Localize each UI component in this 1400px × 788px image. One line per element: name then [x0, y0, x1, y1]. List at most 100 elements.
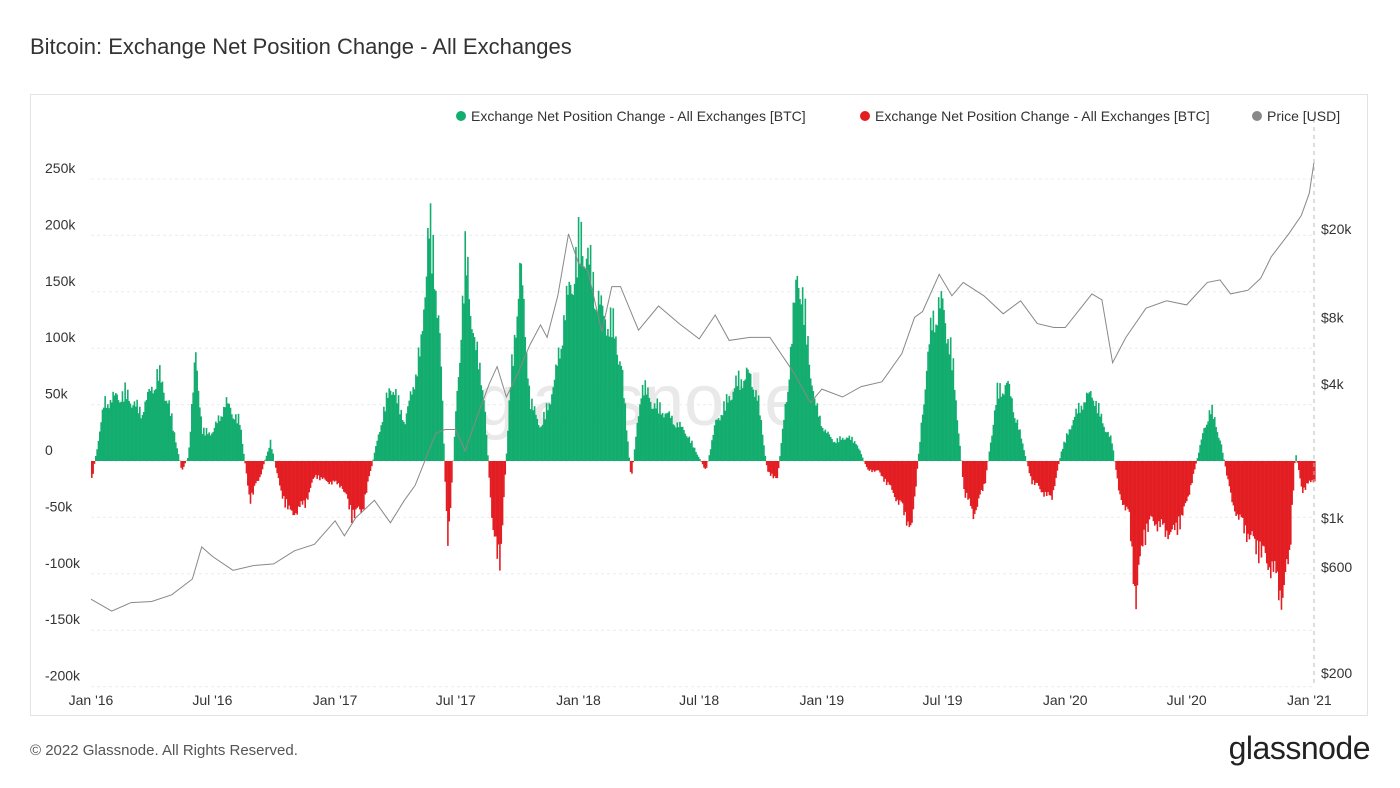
net-change-bar	[113, 395, 116, 461]
net-change-bar	[1125, 461, 1128, 507]
net-change-bar	[496, 461, 499, 559]
net-change-bar	[991, 435, 993, 461]
net-change-bar	[100, 422, 102, 461]
net-change-bar	[505, 453, 508, 461]
net-change-bar	[1129, 461, 1132, 542]
net-change-bar	[1123, 461, 1125, 505]
net-change-bar	[275, 461, 277, 468]
net-change-bar	[1152, 461, 1155, 522]
net-change-bar	[671, 415, 673, 461]
net-change-bar	[1169, 461, 1172, 533]
net-change-bar	[381, 421, 384, 461]
net-change-bar	[811, 385, 813, 461]
net-change-bar	[307, 461, 309, 500]
net-change-bar	[643, 395, 645, 461]
net-change-bar	[616, 354, 619, 461]
net-change-bar	[1289, 461, 1292, 545]
net-change-bar	[847, 437, 849, 461]
net-change-bar	[837, 442, 840, 461]
net-change-bar	[1215, 426, 1217, 461]
net-change-bar	[544, 419, 547, 461]
net-change-bar	[324, 461, 326, 480]
net-change-bar	[352, 461, 355, 510]
net-change-bar	[263, 461, 265, 465]
net-change-bar	[1295, 455, 1297, 461]
net-change-bar	[735, 375, 737, 461]
net-change-bar	[339, 461, 341, 488]
net-change-bar	[227, 403, 229, 461]
net-change-bar	[1072, 420, 1075, 461]
net-change-bar	[340, 461, 343, 486]
net-change-bar	[680, 426, 683, 461]
net-change-bar	[384, 411, 387, 461]
net-change-bar	[356, 461, 359, 508]
net-change-bar	[269, 439, 272, 461]
net-change-bar	[311, 461, 313, 483]
net-change-bar	[835, 443, 837, 461]
net-change-bar	[944, 323, 947, 461]
net-change-bar	[1252, 461, 1255, 537]
net-change-bar	[940, 291, 943, 461]
net-change-bar	[635, 436, 637, 461]
net-change-bar	[477, 369, 480, 461]
net-change-bar	[1276, 461, 1279, 572]
net-change-bar	[317, 461, 320, 476]
net-change-bar	[407, 406, 409, 461]
net-change-bar	[1225, 461, 1228, 476]
glassnode-logo[interactable]: glassnode	[1228, 730, 1371, 766]
net-change-bar	[203, 427, 205, 461]
net-change-bar	[896, 461, 899, 500]
net-change-bar	[779, 456, 781, 461]
net-change-bar	[1016, 419, 1019, 461]
net-change-bar	[365, 461, 368, 493]
net-change-bar	[443, 443, 445, 461]
net-change-bar	[704, 461, 707, 469]
net-change-bar	[281, 461, 284, 499]
left-tick-label: -100k	[45, 555, 81, 571]
net-change-bar	[1039, 461, 1041, 490]
net-change-bar	[571, 293, 573, 461]
net-change-bar	[325, 461, 328, 482]
net-change-bar	[1077, 402, 1080, 461]
net-change-bar	[860, 454, 863, 461]
net-change-bar	[841, 437, 844, 461]
net-change-bar	[347, 461, 349, 499]
net-change-bar	[345, 461, 348, 495]
net-change-bar	[1087, 393, 1089, 461]
net-change-bar	[1108, 436, 1111, 461]
net-change-bar	[285, 461, 288, 500]
net-change-bar	[121, 391, 124, 461]
net-change-bar	[829, 437, 832, 461]
net-change-bar	[1021, 443, 1024, 461]
net-change-bar	[711, 440, 713, 461]
net-change-bar	[1244, 461, 1247, 526]
net-change-bar	[675, 427, 677, 461]
net-change-bar	[329, 461, 332, 482]
net-change-bar	[187, 458, 189, 461]
net-change-bar	[924, 389, 927, 461]
net-change-bar	[128, 401, 130, 461]
net-change-bar	[615, 336, 617, 461]
net-change-bar	[731, 399, 733, 461]
net-change-bar	[805, 344, 808, 461]
net-change-bar	[279, 461, 281, 486]
net-change-bar	[729, 400, 732, 461]
net-change-bar	[803, 324, 805, 461]
net-change-bar	[527, 378, 529, 461]
net-change-bar	[1101, 423, 1104, 461]
net-change-bar	[91, 461, 93, 478]
net-change-bar	[983, 461, 985, 484]
net-change-bar	[820, 426, 823, 461]
net-change-bar	[528, 385, 531, 461]
net-change-bar	[197, 390, 200, 461]
net-change-bar	[721, 415, 724, 461]
net-change-bar	[531, 398, 533, 461]
net-change-bar	[299, 461, 301, 508]
net-change-bar	[483, 400, 485, 461]
legend-label: Exchange Net Position Change - All Excha…	[471, 108, 806, 124]
net-change-bar	[1059, 458, 1061, 461]
net-change-bar	[599, 304, 601, 461]
net-change-bar	[1017, 429, 1020, 461]
net-change-bar	[929, 317, 932, 461]
net-change-bar	[605, 335, 608, 461]
